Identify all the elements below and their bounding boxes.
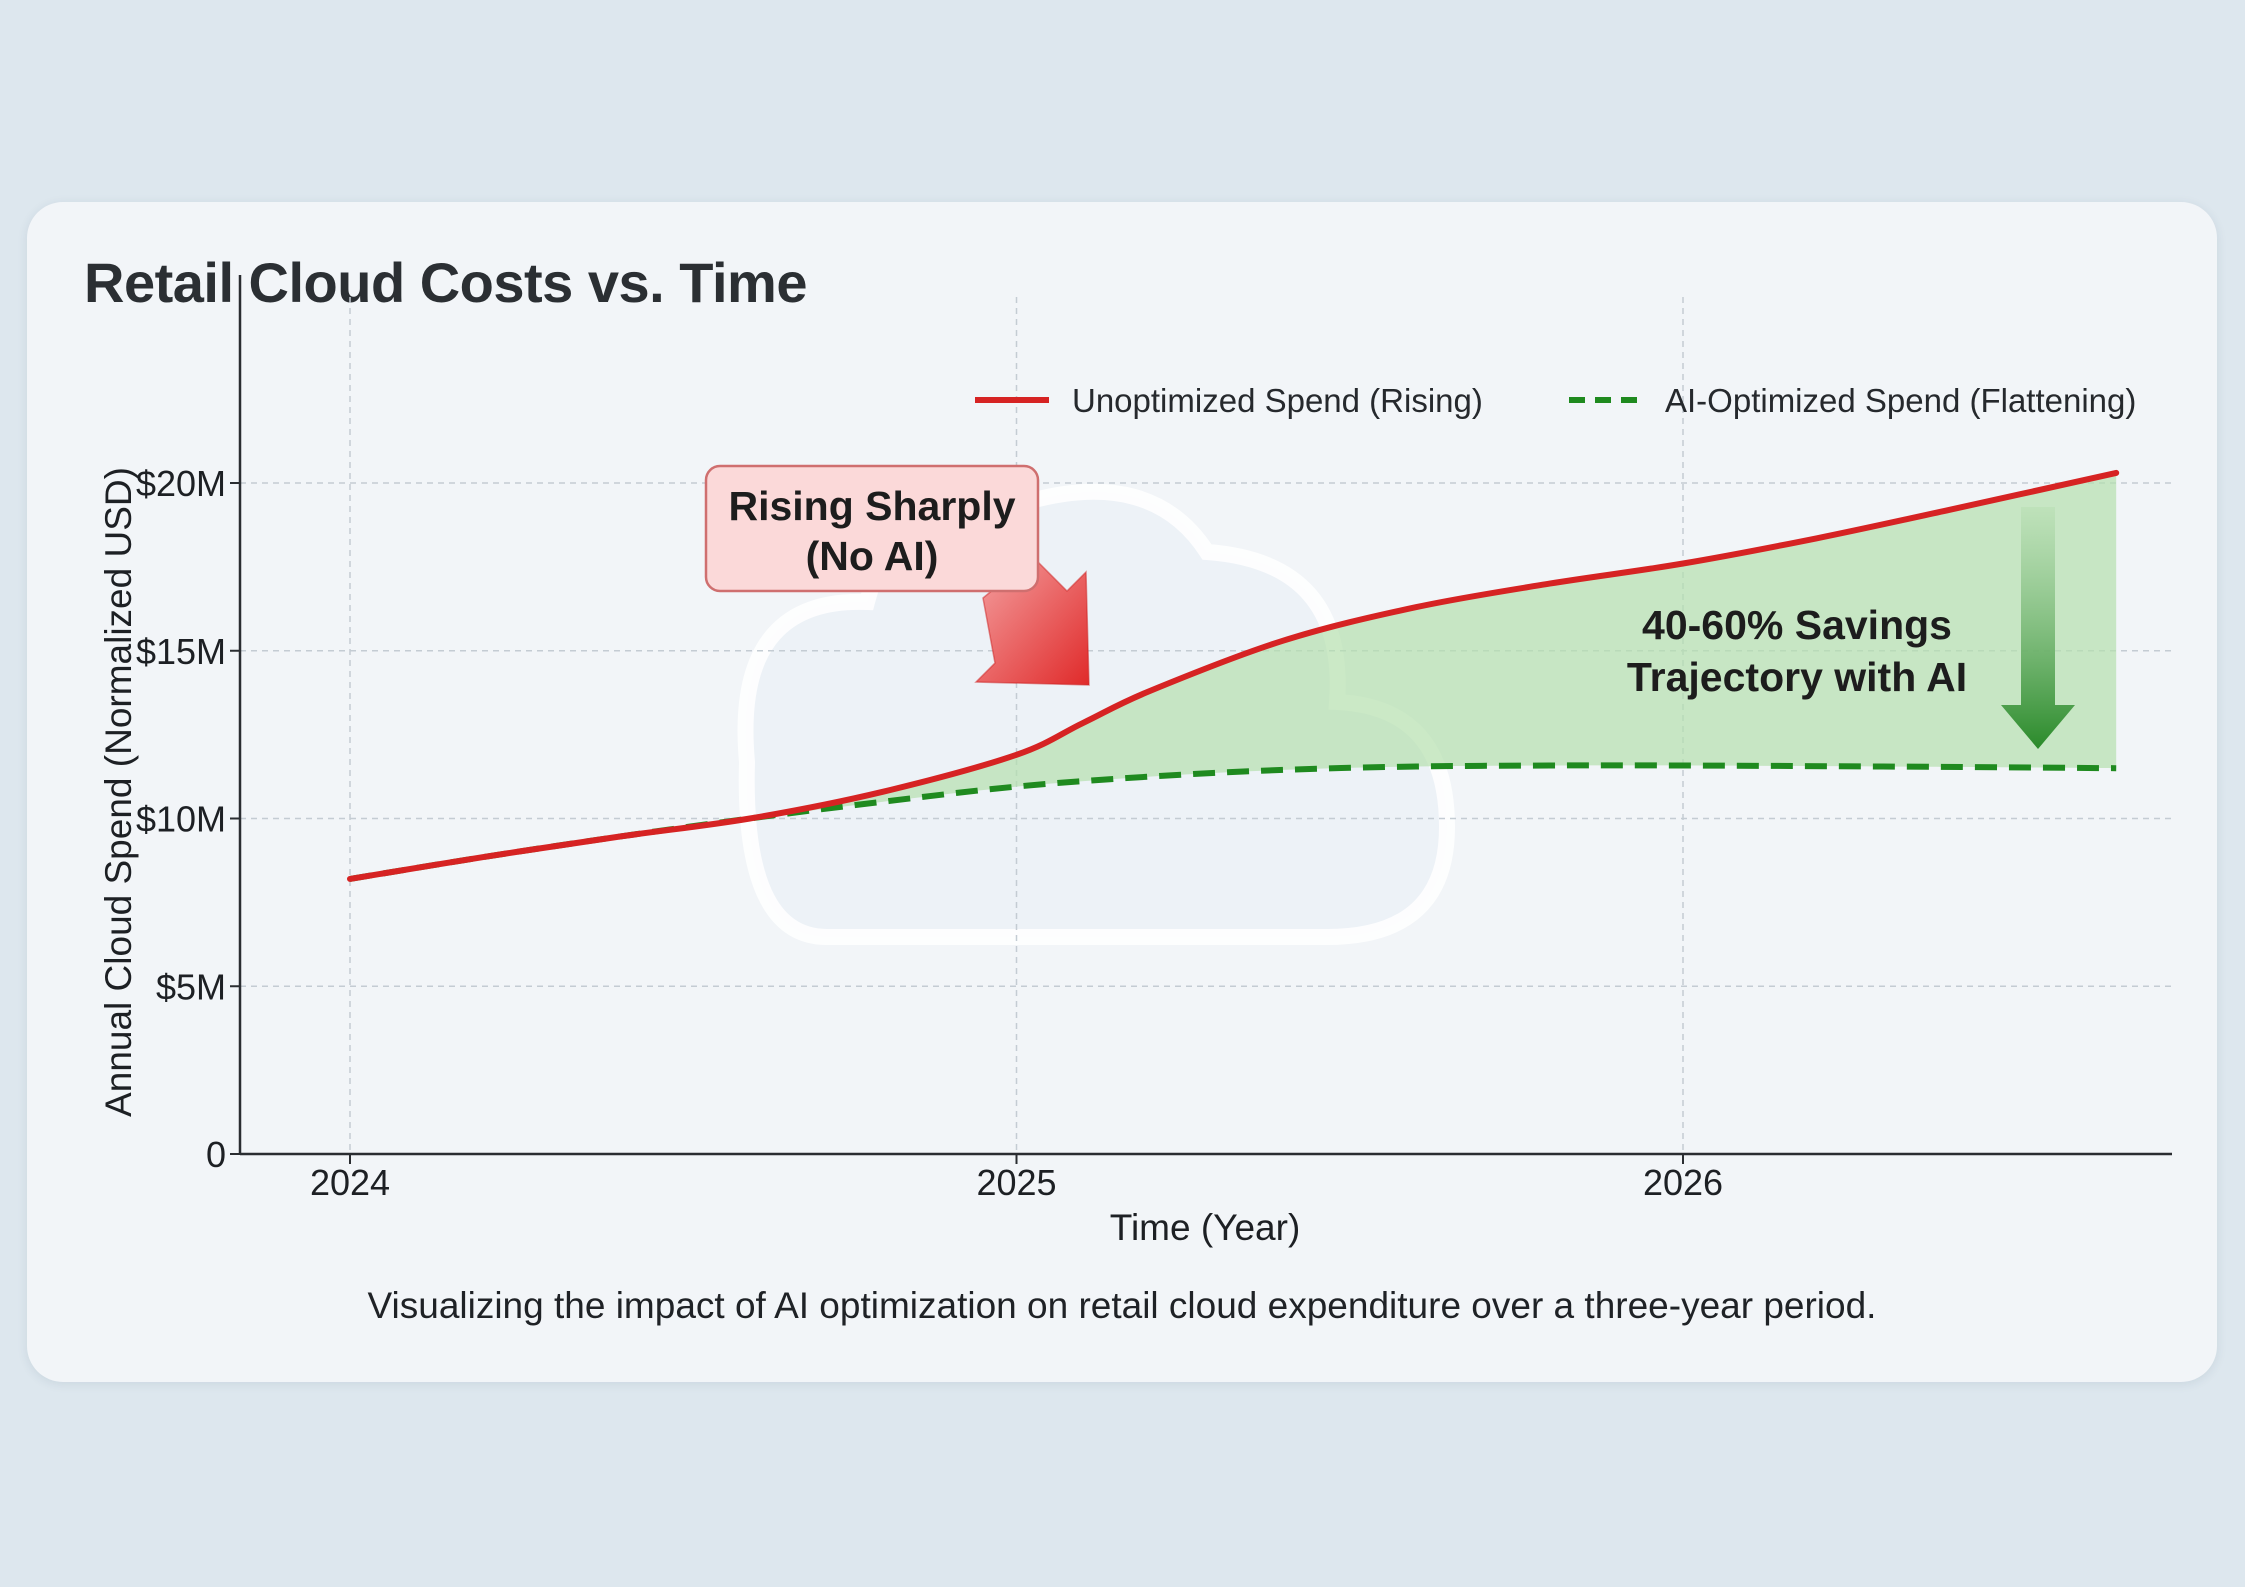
rising-callout-line2: (No AI) (806, 533, 939, 579)
savings-down-arrow-icon (2001, 507, 2075, 749)
x-axis-label: Time (Year) (1110, 1207, 1301, 1248)
x-tick-label: 2026 (1643, 1162, 1723, 1203)
x-axis-ticks: 2024 2025 2026 (310, 1154, 1723, 1203)
y-tick-label: $10M (136, 799, 226, 840)
savings-callout-line2: Trajectory with AI (1627, 654, 1967, 700)
rising-callout: Rising Sharply (No AI) (704, 464, 1090, 686)
x-tick-label: 2025 (976, 1162, 1056, 1203)
legend-item-unoptimized[interactable]: Unoptimized Spend (Rising) (975, 382, 1483, 419)
series-line-unoptimized (347, 469, 2120, 882)
series-lines (347, 469, 2120, 882)
chart-caption: Visualizing the impact of AI optimizatio… (367, 1285, 1877, 1326)
chart-canvas: 0 $5M $10M $15M $20M 2024 2025 2026 Time (Year… (98, 275, 2172, 1248)
axes (238, 275, 2172, 1156)
y-axis-label: Annual Cloud Spend (Normalized USD) (98, 467, 139, 1117)
y-tick-label: $5M (156, 966, 226, 1007)
savings-callout-line1: 40-60% Savings (1642, 602, 1952, 648)
y-tick-label: 0 (206, 1134, 226, 1175)
series-line-ai-optimized (349, 762, 2117, 882)
legend-item-ai-optimized[interactable]: AI-Optimized Spend (Flattening) (1569, 382, 2136, 419)
chart-title: Retail Cloud Costs vs. Time (84, 251, 807, 314)
rising-callout-box (704, 464, 1040, 593)
legend-label-ai-optimized: AI-Optimized Spend (Flattening) (1665, 382, 2136, 419)
y-tick-label: $15M (136, 631, 226, 672)
legend-label-unoptimized: Unoptimized Spend (Rising) (1072, 382, 1483, 419)
chart-card: Retail Cloud Costs vs. Time 0 $5M $10M $15M… (27, 202, 2217, 1382)
y-tick-label: $20M (136, 463, 226, 504)
legend: Unoptimized Spend (Rising) AI-Optimized … (975, 382, 2136, 419)
savings-callout: 40-60% Savings Trajectory with AI (1627, 507, 2075, 749)
savings-area (350, 472, 2117, 879)
x-tick-label: 2024 (310, 1162, 390, 1203)
y-axis-ticks: 0 $5M $10M $15M $20M (136, 463, 240, 1175)
rising-callout-line1: Rising Sharply (728, 483, 1015, 529)
